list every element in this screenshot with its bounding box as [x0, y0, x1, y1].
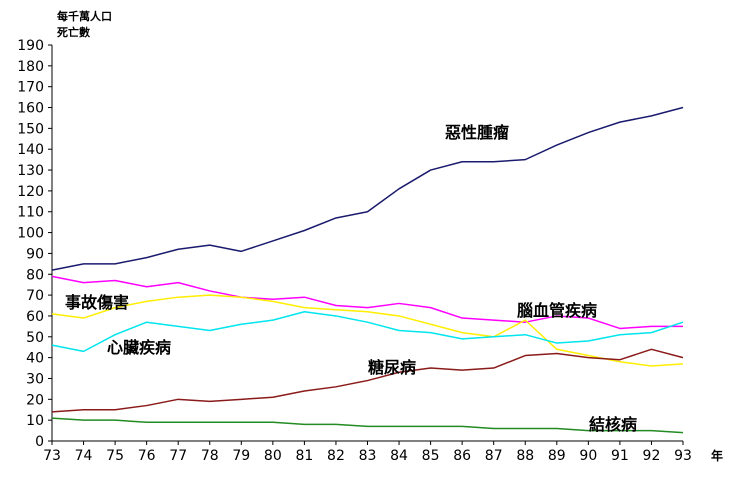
x-tick-label: 86: [453, 448, 471, 464]
x-tick-label: 89: [548, 448, 566, 464]
y-tick-label: 10: [26, 413, 44, 429]
y-tick-label: 170: [17, 80, 44, 96]
series-line-0: [51, 106, 684, 271]
x-tick-label: 77: [169, 448, 187, 464]
y-tick-label: 80: [26, 267, 44, 283]
series-line-4: [51, 348, 684, 413]
x-tick-label: 78: [201, 448, 219, 464]
x-tick-label: 85: [422, 448, 440, 464]
x-tick-label: 79: [232, 448, 250, 464]
series-line-3: [51, 311, 684, 353]
y-tick-label: 150: [17, 121, 44, 137]
series-line-1: [51, 275, 683, 330]
y-tick-label: 100: [17, 226, 44, 242]
x-tick-label: 73: [43, 448, 61, 464]
y-tick-label: 0: [35, 434, 44, 450]
series-line-5: [51, 417, 684, 434]
y-tick-label: 160: [17, 101, 44, 117]
y-tick-label: 180: [17, 59, 44, 75]
x-tick-label: 75: [106, 448, 124, 464]
x-tick-label: 82: [327, 448, 345, 464]
x-tick-label: 93: [674, 448, 692, 464]
y-axis-title-line-1: 每千萬人口: [57, 10, 112, 23]
x-tick-label: 76: [138, 448, 156, 464]
series-label-4: 糖尿病: [368, 358, 416, 377]
y-tick-label: 40: [26, 351, 44, 367]
y-tick-label: 20: [26, 392, 44, 408]
x-tick-label: 87: [485, 448, 503, 464]
y-tick-label: 130: [17, 163, 44, 179]
y-tick-label: 190: [17, 38, 44, 54]
y-tick-label: 140: [17, 142, 44, 158]
series-label-5: 結核病: [589, 415, 637, 434]
y-tick-label: 60: [26, 309, 44, 325]
x-axis-label: 年: [711, 448, 723, 463]
y-tick-label: 50: [26, 330, 44, 346]
series-label-0: 惡性腫瘤: [445, 123, 509, 142]
y-axis-title-line-2: 死亡數: [57, 26, 90, 39]
x-tick-label: 88: [516, 448, 534, 464]
x-tick-label: 92: [643, 448, 661, 464]
x-tick-label: 80: [264, 448, 282, 464]
x-tick-label: 90: [579, 448, 597, 464]
y-tick-label: 30: [26, 371, 44, 387]
x-tick-label: 84: [390, 448, 408, 464]
y-tick-label: 70: [26, 288, 44, 304]
y-tick-label: 110: [17, 205, 44, 221]
x-tick-label: 81: [295, 448, 313, 464]
y-tick-label: 90: [26, 246, 44, 262]
x-tick-label: 83: [359, 448, 377, 464]
series-label-2: 事故傷害: [65, 293, 129, 312]
series-line-2: [51, 294, 684, 367]
series-label-1: 腦血管疾病: [517, 301, 597, 320]
x-tick-label: 91: [611, 448, 629, 464]
series-label-3: 心臟疾病: [107, 338, 171, 357]
y-tick-label: 120: [17, 184, 44, 200]
x-tick-label: 74: [75, 448, 93, 464]
